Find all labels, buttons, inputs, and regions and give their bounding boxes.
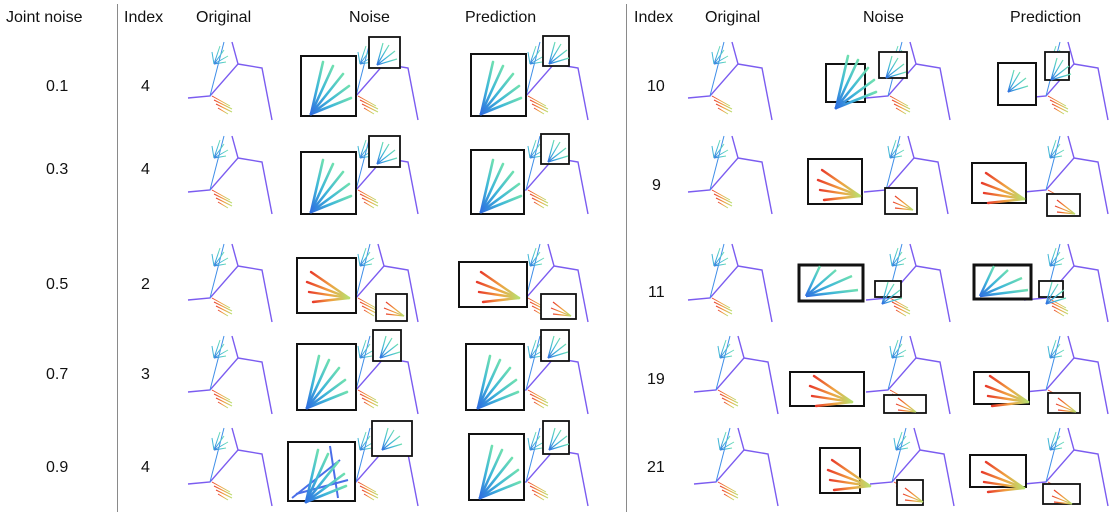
joint-noise-value: 0.9 xyxy=(46,459,69,476)
index-value-right: 9 xyxy=(652,177,661,194)
index-value-left: 4 xyxy=(141,161,150,178)
header-joint-noise: Joint noise xyxy=(6,9,83,26)
index-value-right: 21 xyxy=(647,459,665,476)
joint-noise-value: 0.1 xyxy=(46,78,69,95)
divider-right xyxy=(626,4,627,512)
index-value-left: 2 xyxy=(141,276,150,293)
header-index-left: Index xyxy=(124,9,164,26)
skeleton-original xyxy=(187,41,273,121)
joint-noise-value: 0.7 xyxy=(46,366,69,383)
header-index-right: Index xyxy=(634,9,674,26)
header-original-left: Original xyxy=(196,9,252,26)
header-noise-right: Noise xyxy=(863,9,904,26)
header-noise-left: Noise xyxy=(349,9,390,26)
index-value-left: 4 xyxy=(141,459,150,476)
joint-noise-value: 0.5 xyxy=(46,276,69,293)
index-value-right: 19 xyxy=(647,371,665,388)
header-original-right: Original xyxy=(705,9,761,26)
index-value-right: 10 xyxy=(647,78,665,95)
divider-left xyxy=(117,4,118,512)
index-value-left: 4 xyxy=(141,78,150,95)
joint-noise-value: 0.3 xyxy=(46,161,69,178)
index-value-right: 11 xyxy=(648,284,665,301)
index-value-left: 3 xyxy=(141,366,150,383)
header-prediction-left: Prediction xyxy=(465,9,537,26)
header-prediction-right: Prediction xyxy=(1010,9,1082,26)
